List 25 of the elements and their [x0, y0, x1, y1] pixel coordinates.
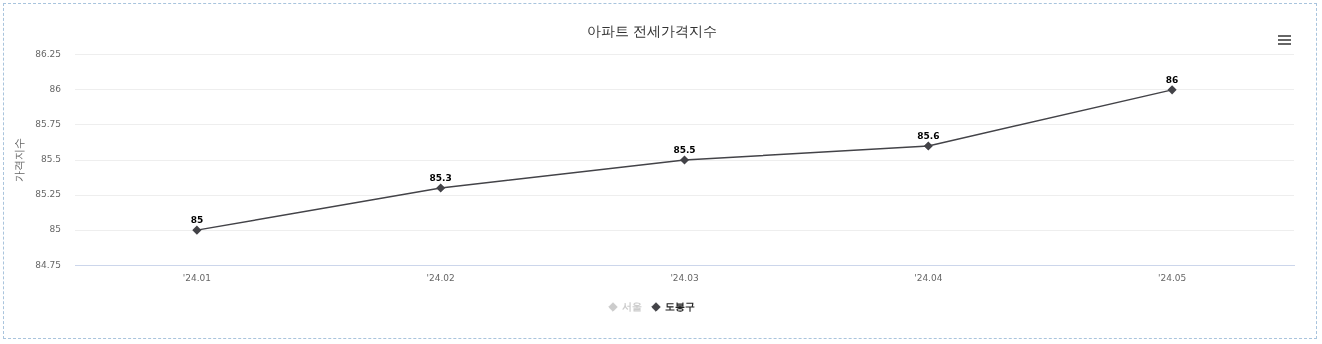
y-tick-label: 85.5: [40, 154, 61, 165]
point: [924, 141, 933, 151]
point: [680, 155, 689, 165]
x-tick-label: '24.03: [670, 272, 699, 283]
x-tick-label: '24.02: [426, 272, 455, 283]
data-label: 85.3: [429, 172, 452, 183]
x-tick-label: '24.04: [914, 272, 943, 283]
chart-title: 아파트 전세가격지수: [586, 23, 718, 40]
point: [1167, 85, 1177, 95]
data-label: 86: [1165, 74, 1179, 85]
x-tick-label: '24.01: [182, 272, 212, 283]
point: [192, 225, 202, 235]
y-tick-label: 86: [49, 84, 62, 95]
x-tick-label: '24.05: [1157, 272, 1187, 283]
y-tick-label: 85.75: [35, 119, 61, 130]
y-tick-label: 85: [49, 224, 61, 235]
data-label: 85.6: [917, 130, 940, 141]
y-tick-label: 84.75: [35, 259, 61, 270]
point: [436, 183, 445, 193]
y-tick-label: 85.25: [35, 189, 61, 200]
y-tick-label: 86.25: [35, 49, 61, 60]
legend-label: 도봉구: [665, 300, 695, 312]
data-label: 85: [190, 214, 204, 225]
data-label: 85.5: [673, 144, 696, 155]
y-axis-title: 가격지수: [13, 138, 27, 182]
